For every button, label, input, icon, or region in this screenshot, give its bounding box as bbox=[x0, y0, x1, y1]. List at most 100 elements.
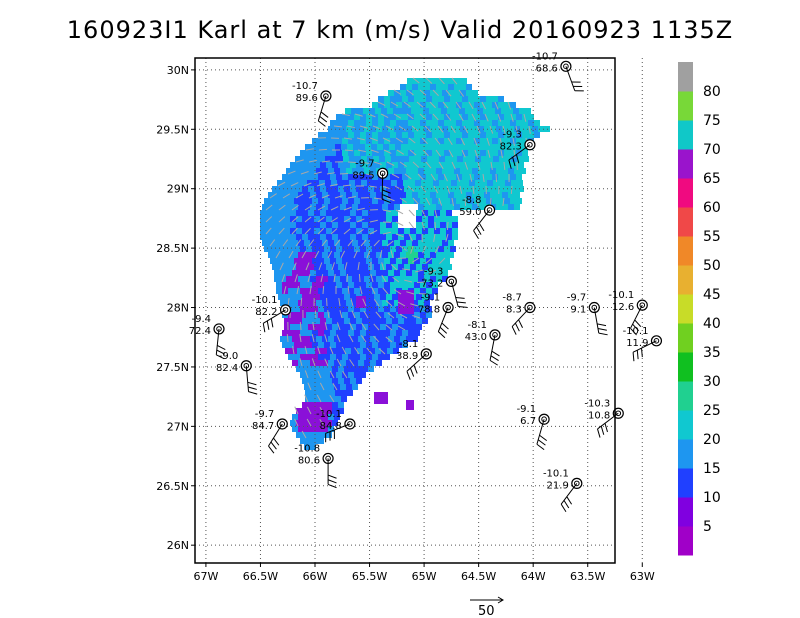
station-value-bottom: 43.0 bbox=[465, 332, 487, 343]
wind-barb-flag bbox=[491, 350, 500, 357]
colorbar-swatch bbox=[678, 526, 693, 556]
station-value-bottom: 59.0 bbox=[459, 207, 481, 218]
lat-tick-label: 29.5N bbox=[156, 123, 189, 136]
chart-title: 160923I1 Karl at 7 km (m/s) Valid 201609… bbox=[66, 16, 734, 44]
wind-barb-flag bbox=[478, 222, 485, 232]
wind-barb-flag bbox=[248, 391, 258, 395]
station-value-top: -10.7 bbox=[292, 81, 318, 92]
station-value-bottom: 84.7 bbox=[252, 421, 274, 432]
wind-barb-flag bbox=[536, 443, 545, 451]
station-plots: -10.768.6-10.789.6-9.382.3-9.789.5-8.859… bbox=[189, 51, 663, 513]
lon-tick-label: 64W bbox=[521, 570, 546, 583]
colorbar-label: 75 bbox=[703, 113, 721, 129]
station-plot: -9.79.1 bbox=[567, 293, 608, 336]
station-value-top: -10.1 bbox=[608, 290, 634, 301]
wind-vector-field bbox=[265, 77, 531, 439]
station-value-bottom: 82.4 bbox=[216, 363, 238, 374]
station-value-bottom: 84.8 bbox=[320, 421, 342, 432]
wind-barb-flag bbox=[319, 116, 328, 123]
station-marker-inner bbox=[639, 302, 646, 308]
colorbar-label: 25 bbox=[703, 403, 721, 419]
station-marker-inner bbox=[448, 278, 455, 285]
wind-barb-flag bbox=[381, 198, 391, 204]
station-value-top: -9.0 bbox=[219, 351, 239, 362]
wind-barb-flag bbox=[539, 434, 548, 442]
colorbar: 5 10 15 20 25 30 35 40 45 50 55 60 65 70 75 80 bbox=[678, 62, 721, 556]
station-plot: -9.382.3 bbox=[500, 130, 536, 169]
wind-barb-flag bbox=[456, 301, 466, 304]
station-marker-inner bbox=[527, 141, 533, 148]
station-value-bottom: 82.2 bbox=[255, 307, 277, 318]
wind-barb-flag bbox=[406, 371, 411, 380]
station-value-bottom: 73.2 bbox=[421, 278, 443, 289]
colorbar-swatch bbox=[678, 352, 693, 382]
colorbar-swatch bbox=[678, 207, 693, 237]
colorbar-label: 45 bbox=[703, 287, 721, 303]
lat-tick-label: 29N bbox=[167, 183, 189, 196]
lon-tick-label: 64.5W bbox=[461, 570, 496, 583]
wind-barb-flag bbox=[270, 318, 274, 328]
colorbar-swatch bbox=[678, 294, 693, 324]
station-plot: -10.310.8 bbox=[584, 398, 624, 438]
station-plot: -8.859.0 bbox=[459, 195, 496, 239]
colorbar-label: 15 bbox=[703, 461, 721, 477]
wind-barb-flag bbox=[473, 230, 479, 239]
station-marker-inner bbox=[423, 351, 430, 357]
wind-barb-flag bbox=[458, 306, 468, 308]
station-value-bottom: 89.5 bbox=[352, 170, 374, 181]
station-marker-inner bbox=[486, 207, 493, 213]
station-marker-inner bbox=[527, 304, 533, 311]
station-plot: -10.880.6 bbox=[294, 443, 337, 489]
wind-barb-flag bbox=[441, 322, 449, 330]
station-value-bottom: 10.8 bbox=[588, 410, 610, 421]
wind-barb-flag bbox=[604, 423, 608, 433]
wind-barb-flag bbox=[270, 441, 277, 450]
lon-tick-label: 66W bbox=[303, 570, 328, 583]
wind-barb-flag bbox=[597, 328, 607, 331]
colorbar-swatch bbox=[678, 381, 693, 411]
station-value-top: -9.1 bbox=[421, 293, 441, 304]
station-value-bottom: 6.7 bbox=[520, 416, 536, 427]
station-value-top: -10.1 bbox=[252, 295, 278, 306]
lon-tick-label: 65.5W bbox=[352, 570, 387, 583]
station-value-bottom: 82.3 bbox=[500, 142, 522, 153]
station-value-top: -9.4 bbox=[191, 314, 211, 325]
lat-tick-label: 26.5N bbox=[156, 480, 189, 493]
station-value-top: -8.1 bbox=[399, 339, 419, 350]
wind-barb-flag bbox=[318, 120, 326, 127]
lon-tick-label: 63.5W bbox=[570, 570, 605, 583]
station-value-top: -9.7 bbox=[355, 158, 375, 169]
lat-tick-labels: 26N 26.5N 27N 27.5N 28N 28.5N 29N 29.5N 30N bbox=[156, 64, 195, 552]
station-value-bottom: 8.3 bbox=[506, 305, 522, 316]
station-value-top: -10.3 bbox=[584, 398, 610, 409]
wind-barb-flag bbox=[641, 348, 643, 358]
wind-barb-flag bbox=[439, 326, 448, 334]
colorbar-swatch bbox=[678, 236, 693, 266]
station-plot: -9.16.7 bbox=[517, 404, 550, 451]
station-value-top: -9.7 bbox=[567, 293, 587, 304]
colorbar-label: 65 bbox=[703, 171, 721, 187]
station-plot: -9.789.5 bbox=[352, 158, 391, 204]
colorbar-label: 50 bbox=[703, 258, 721, 274]
wind-barb-flag bbox=[490, 355, 499, 361]
lat-tick-label: 28N bbox=[167, 302, 189, 315]
wind-barb-flag bbox=[247, 381, 257, 386]
wind-barb-flag bbox=[489, 359, 498, 366]
station-value-bottom: 38.9 bbox=[396, 351, 418, 362]
station-value-top: -8.1 bbox=[467, 320, 487, 331]
wind-barb-flag bbox=[634, 319, 642, 327]
station-value-bottom: 78.8 bbox=[418, 305, 440, 316]
wind-barb-flag bbox=[382, 194, 391, 199]
lat-tick-label: 28.5N bbox=[156, 242, 189, 255]
station-value-top: -9.3 bbox=[424, 266, 444, 277]
station-value-top: -10.1 bbox=[543, 468, 569, 479]
lat-tick-label: 26N bbox=[167, 539, 189, 552]
station-value-bottom: 89.6 bbox=[296, 93, 318, 104]
station-plot: -9.784.7 bbox=[252, 409, 288, 454]
station-value-top: -10.7 bbox=[532, 51, 558, 62]
station-value-top: -9.7 bbox=[255, 409, 275, 420]
wind-barb-flag bbox=[273, 437, 280, 446]
station-marker-inner bbox=[541, 416, 547, 423]
wind-barb-flag bbox=[512, 157, 516, 167]
station-value-top: -10.1 bbox=[623, 326, 649, 337]
